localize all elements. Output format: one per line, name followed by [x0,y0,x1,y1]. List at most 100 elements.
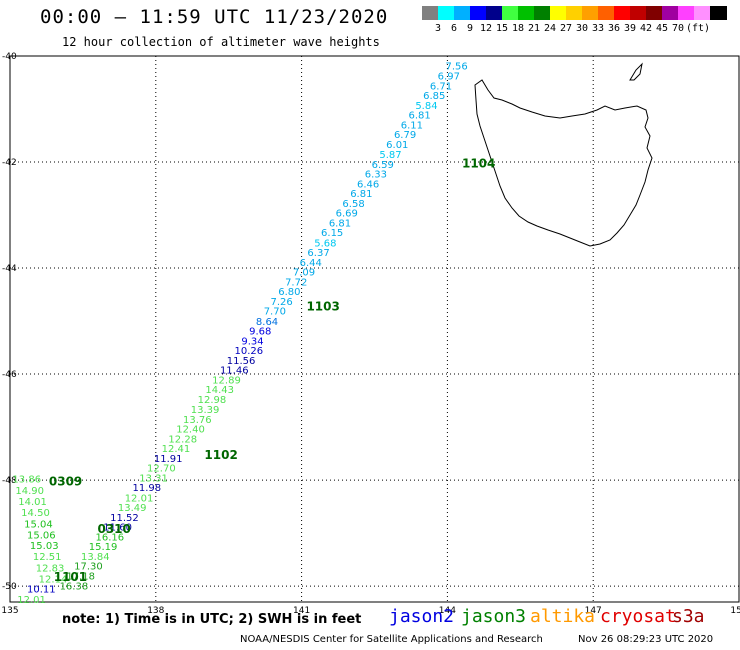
wave-height-value: 12.98 [198,395,227,406]
lon-tick-label: 144 [439,606,456,616]
legend-swatch [454,6,471,20]
wave-height-value: 11.56 [227,356,256,367]
wave-height-value: 5.84 [415,101,437,112]
legend-swatch [518,6,535,20]
wave-height-value: 12.89 [212,376,241,387]
wave-height-value: 9.34 [241,336,263,347]
wave-height-value: 15.04 [24,519,53,530]
legend-swatch [470,6,487,20]
lon-tick-label: 147 [585,606,602,616]
wave-height-value: 9.68 [249,326,271,337]
legend-swatch [614,6,631,20]
lat-tick-label: -50 [2,582,17,592]
legend-label: 33 [591,23,605,34]
legend-unit: (ft) [686,23,711,34]
wave-height-value: 13.31 [139,474,168,485]
wave-height-value: 6.33 [365,169,387,180]
wave-height-value: 12.41 [162,444,191,455]
wave-height-value: 14.43 [205,385,234,396]
map-frame [9,55,740,603]
legend-label: 18 [511,23,525,34]
wave-height-value: 6.81 [350,189,372,200]
map-subtitle: 12 hour collection of altimeter wave hei… [62,35,380,49]
wave-height-value: 14.50 [21,508,50,519]
legend-label: 27 [559,23,573,34]
pass-label: 0310 [97,522,130,536]
legend-swatch [662,6,679,20]
lon-tick-label: 135 [1,606,18,616]
wave-height-value: 16.16 [96,533,125,544]
wave-height-value: 12.70 [147,464,176,475]
wave-height-value: 11.46 [220,366,249,377]
pass-label: 0309 [49,474,82,488]
tasmania-coastline [474,62,653,247]
legend-swatch [694,6,711,20]
legend-label: 36 [607,23,621,34]
wave-height-value: 6.15 [321,228,343,239]
wave-height-value: 7.26 [270,297,292,308]
legend-swatch [710,6,727,20]
wave-height-value: 7.56 [445,61,467,72]
lon-tick-label: 138 [147,606,164,616]
legend-label: 42 [639,23,653,34]
pass-labels: 1104 1103 1102 0309 0310 1101 [49,156,496,583]
wave-height-value: 12.01 [125,493,154,504]
pass-label: 1102 [204,448,237,462]
wave-height-value: 11.52 [110,513,139,524]
wave-height-value: 12.40 [176,424,205,435]
legend-label: 45 [655,23,669,34]
wave-height-value: 6.59 [372,160,394,171]
wave-height-value: 12.83 [36,563,65,574]
legend-swatch [502,6,519,20]
wave-height-value: 5.87 [379,150,401,161]
pass-label: 1103 [306,299,339,313]
wave-height-value: 6.37 [307,248,329,259]
legend-swatch [598,6,615,20]
wave-height-value: 13.84 [81,552,110,563]
wave-height-value: 7.70 [264,307,286,318]
legend-label: 24 [543,23,557,34]
legend-swatch [566,6,583,20]
legend-swatch [486,6,503,20]
legend-swatch [582,6,599,20]
wave-height-value: 13.39 [191,405,220,416]
wave-height-value: 11.91 [154,454,183,465]
wave-height-value: 6.85 [423,91,445,102]
legend-label: 6 [450,23,458,34]
wave-height-value: 16.38 [60,581,89,592]
legend-swatch [438,6,455,20]
wave-height-value: 6.97 [438,71,460,82]
pass-label: 1101 [54,570,87,584]
wave-height-value: 17.18 [66,572,95,583]
wave-height-value: 6.58 [342,199,364,210]
legend-swatch [422,6,439,20]
wave-height-value: 10.11 [27,584,56,595]
wave-height-value: 7.72 [285,278,307,289]
generated-timestamp: Nov 26 08:29:23 UTC 2020 [578,634,714,645]
legend-label: 39 [623,23,637,34]
wave-height-value: 6.46 [357,179,379,190]
wave-height-value: 12.51 [33,552,62,563]
lon-tick-label: 141 [293,606,310,616]
satellite-name-jason2: jason2 [389,606,455,627]
satellite-name-s3a: s3a [672,606,705,627]
wave-height-value: 6.11 [401,121,423,132]
wave-height-value: 17.30 [74,562,103,573]
legend-swatch [550,6,567,20]
wave-height-value: 12.14 [39,574,68,585]
lon-tick-label: 150 [730,606,740,616]
wave-height-value: 8.64 [256,317,278,328]
lat-tick-label: -44 [2,264,17,274]
map-title: 00:00 – 11:59 UTC 11/23/2020 [40,6,389,28]
wave-height-value: 6.71 [430,81,452,92]
satellite-name-cryosat: cryosat [600,606,676,627]
wave-height-value: 12.28 [168,434,197,445]
legend-swatch [678,6,695,20]
wave-height-value: 5.68 [314,238,336,249]
wave-height-value: 6.69 [336,209,358,220]
lat-tick-label: -40 [2,52,17,62]
wave-height-value: 14.01 [18,497,47,508]
legend-swatch [646,6,663,20]
wave-height-value: 11.98 [132,483,161,494]
wave-height-value: 13.86 [12,475,41,486]
